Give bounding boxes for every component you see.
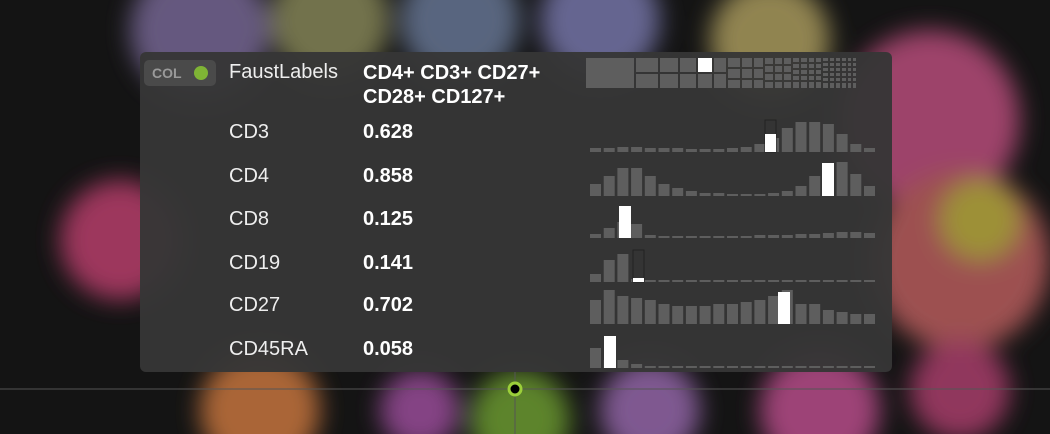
row-value: 0.702 (363, 294, 414, 316)
row-value: 0.858 (363, 165, 414, 187)
row-name: CD4 (229, 165, 270, 187)
header-value: CD4+ CD3+ CD27+ CD28+ CD127+ (363, 62, 541, 108)
row-name: CD3 (229, 121, 270, 143)
row-value: 0.141 (363, 252, 414, 274)
row-value: 0.628 (363, 121, 414, 143)
cell-clusters (60, 0, 1050, 434)
header-label: FaustLabels (229, 61, 338, 83)
row-value: 0.058 (363, 338, 414, 360)
cursor-marker (507, 381, 523, 397)
badge-text: COL (152, 65, 182, 81)
row-name: CD19 (229, 252, 281, 274)
row-name: CD45RA (229, 338, 308, 360)
row-name: CD27 (229, 294, 281, 316)
row-name: CD8 (229, 208, 270, 230)
tooltip: COL FaustLabels CD4+ CD3+ CD27+ CD28+ CD… (140, 52, 892, 372)
color-dot (194, 66, 208, 80)
color-badge[interactable]: COL (144, 60, 216, 86)
row-value: 0.125 (363, 208, 414, 230)
